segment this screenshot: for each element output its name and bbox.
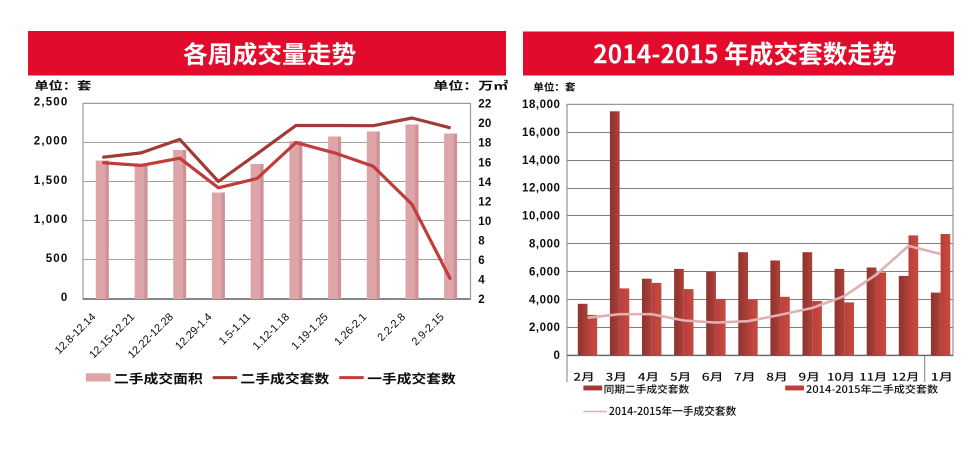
svg-text:4,000: 4,000 xyxy=(529,294,561,306)
svg-text:12: 12 xyxy=(478,196,491,208)
svg-text:14: 14 xyxy=(478,177,492,189)
svg-text:6,000: 6,000 xyxy=(529,266,561,278)
svg-text:18: 18 xyxy=(478,138,492,150)
svg-text:8,000: 8,000 xyxy=(529,239,561,251)
svg-text:8: 8 xyxy=(478,236,485,248)
svg-text:2,500: 2,500 xyxy=(34,97,69,109)
svg-text:2.2-2.8: 2.2-2.8 xyxy=(375,311,408,344)
svg-text:1.26-2.1: 1.26-2.1 xyxy=(332,311,369,348)
svg-text:1.19-1.25: 1.19-1.25 xyxy=(289,311,330,352)
svg-text:2: 2 xyxy=(478,294,485,306)
svg-text:12.29-1.4: 12.29-1.4 xyxy=(173,311,214,352)
svg-text:1,500: 1,500 xyxy=(34,175,69,187)
svg-text:2.9-2.15: 2.9-2.15 xyxy=(410,311,447,348)
svg-text:1.5-1.11: 1.5-1.11 xyxy=(217,311,253,347)
svg-text:18,000: 18,000 xyxy=(522,99,560,111)
svg-text:2,000: 2,000 xyxy=(529,322,561,334)
svg-text:22: 22 xyxy=(478,99,491,111)
svg-text:12,000: 12,000 xyxy=(522,183,560,195)
svg-text:0: 0 xyxy=(554,350,561,362)
svg-text:10: 10 xyxy=(478,216,491,228)
svg-text:1,000: 1,000 xyxy=(34,214,69,226)
svg-text:0: 0 xyxy=(61,292,69,304)
svg-text:1.12-1.18: 1.12-1.18 xyxy=(251,311,292,352)
svg-text:16,000: 16,000 xyxy=(522,127,560,139)
svg-text:14,000: 14,000 xyxy=(522,155,560,167)
svg-text:2,000: 2,000 xyxy=(34,136,69,148)
svg-text:20: 20 xyxy=(478,118,491,130)
svg-text:10,000: 10,000 xyxy=(522,211,560,223)
svg-text:16: 16 xyxy=(478,157,491,169)
svg-text:500: 500 xyxy=(46,253,69,265)
svg-text:4: 4 xyxy=(478,275,485,287)
svg-text:6: 6 xyxy=(478,255,485,267)
